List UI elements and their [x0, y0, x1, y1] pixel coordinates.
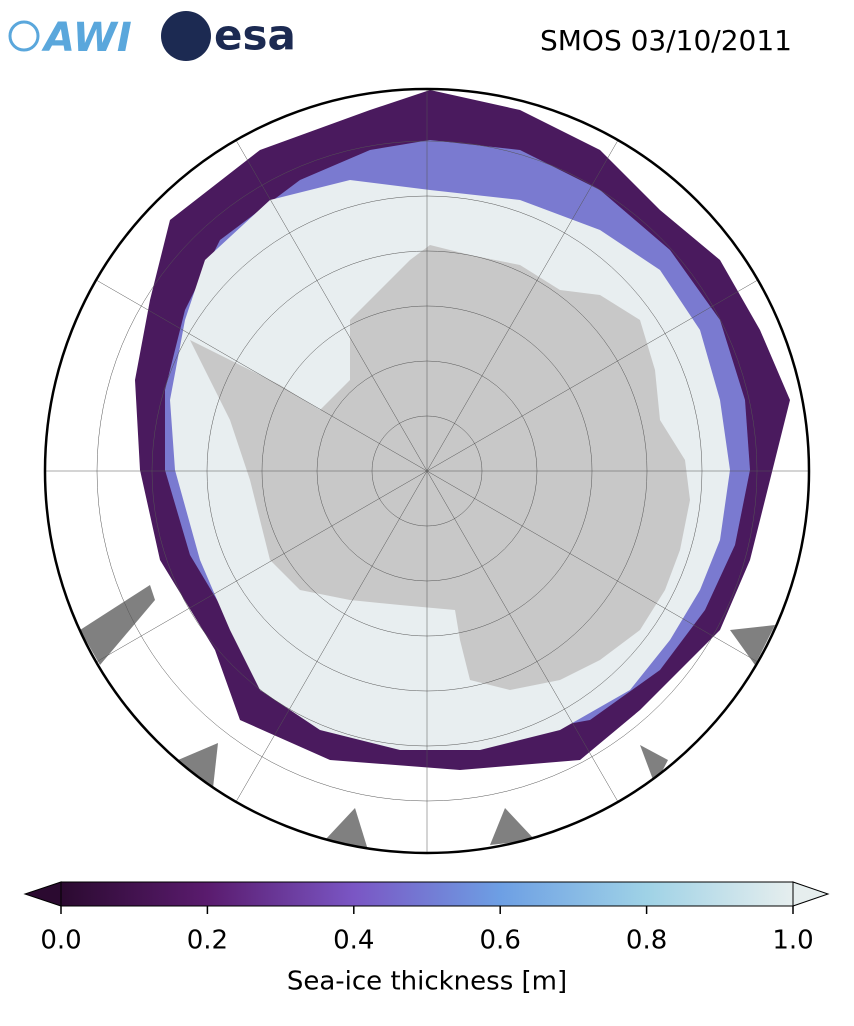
land: [730, 625, 775, 665]
colorbar-tick-label: 1.0: [772, 926, 813, 956]
colorbar-extend-high: [792, 881, 830, 907]
map-frame: [43, 87, 811, 855]
land: [325, 808, 368, 850]
colorbar-tick-label: 0.4: [333, 926, 374, 956]
land: [80, 585, 155, 665]
land: [490, 808, 535, 845]
esa-icon: [161, 11, 211, 61]
logos: AWI esa: [8, 11, 296, 61]
awi-logo: AWI: [41, 15, 132, 61]
land: [640, 745, 668, 785]
esa-logo: esa: [214, 11, 296, 60]
land: [178, 743, 218, 788]
colorbar-tick-label: 0.6: [480, 926, 521, 956]
colorbar: 0.0 0.2 0.4 0.6 0.8 1.0: [23, 881, 830, 956]
awi-icon: [8, 20, 40, 52]
colorbar-tick-label: 0.2: [187, 926, 228, 956]
colorbar-tick-label: 0.8: [626, 926, 667, 956]
title: SMOS 03/10/2011: [540, 24, 792, 57]
colorbar-extend-low: [23, 881, 62, 907]
antarctica: [190, 245, 690, 690]
colorbar-label: Sea-ice thickness [m]: [287, 967, 567, 997]
map: [45, 89, 809, 853]
meridian-line: [80, 270, 774, 672]
graticule: [45, 89, 809, 853]
colorbar-body: [60, 881, 794, 907]
colorbar-tick-label: 0.0: [40, 926, 81, 956]
